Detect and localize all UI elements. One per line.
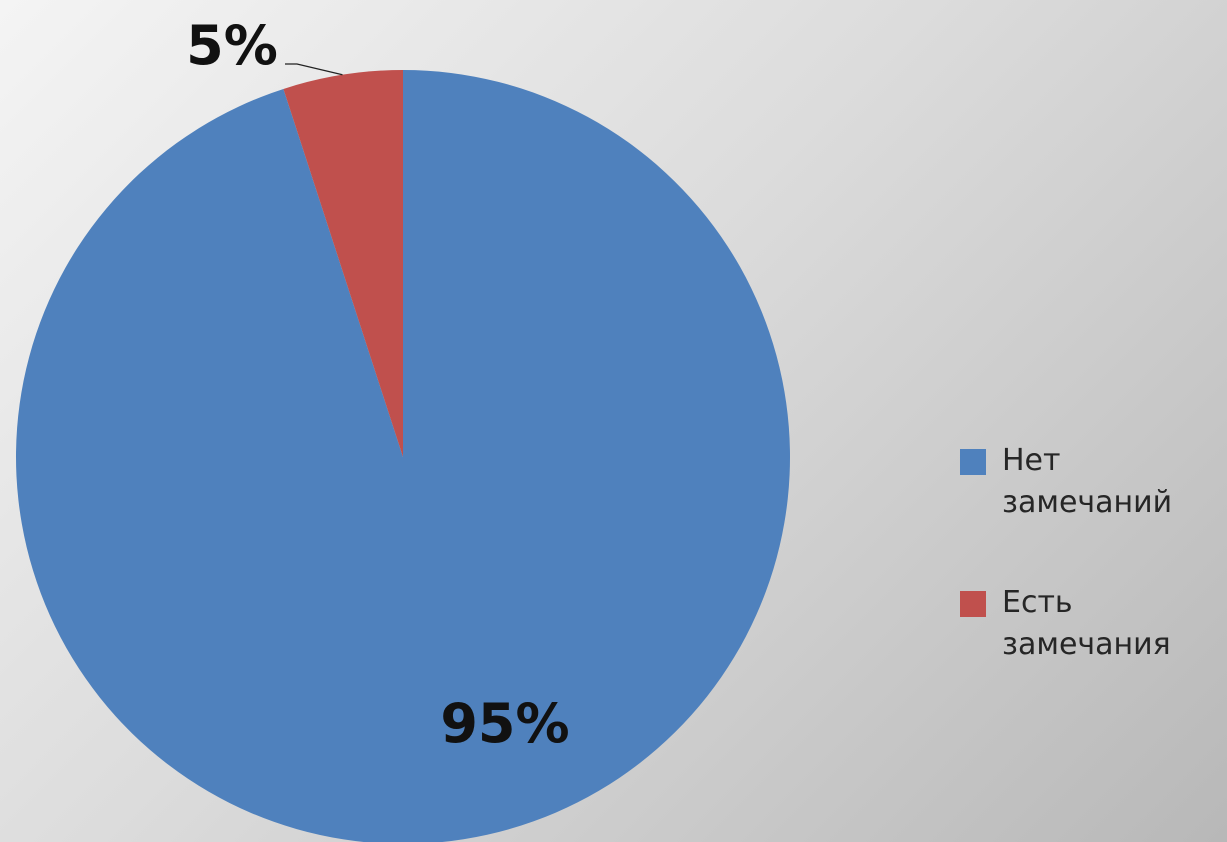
legend-item-has-remarks: Есть замечания (960, 582, 1220, 666)
pie-slice-0 (16, 70, 790, 842)
slice-leader-line-1 (285, 63, 343, 76)
slice-label-1: 5% (186, 14, 278, 77)
legend-item-no-remarks: Нет замечаний (960, 440, 1220, 524)
slice-label-0: 95% (440, 692, 569, 755)
legend-label-has-remarks: Есть замечания (1002, 585, 1171, 662)
legend-label-no-remarks: Нет замечаний (1002, 443, 1173, 520)
legend-swatch-has-remarks (960, 591, 986, 617)
pie-slice-1 (283, 70, 403, 457)
chart-legend: Нет замечаний Есть замечания (960, 440, 1220, 724)
legend-swatch-no-remarks (960, 449, 986, 475)
